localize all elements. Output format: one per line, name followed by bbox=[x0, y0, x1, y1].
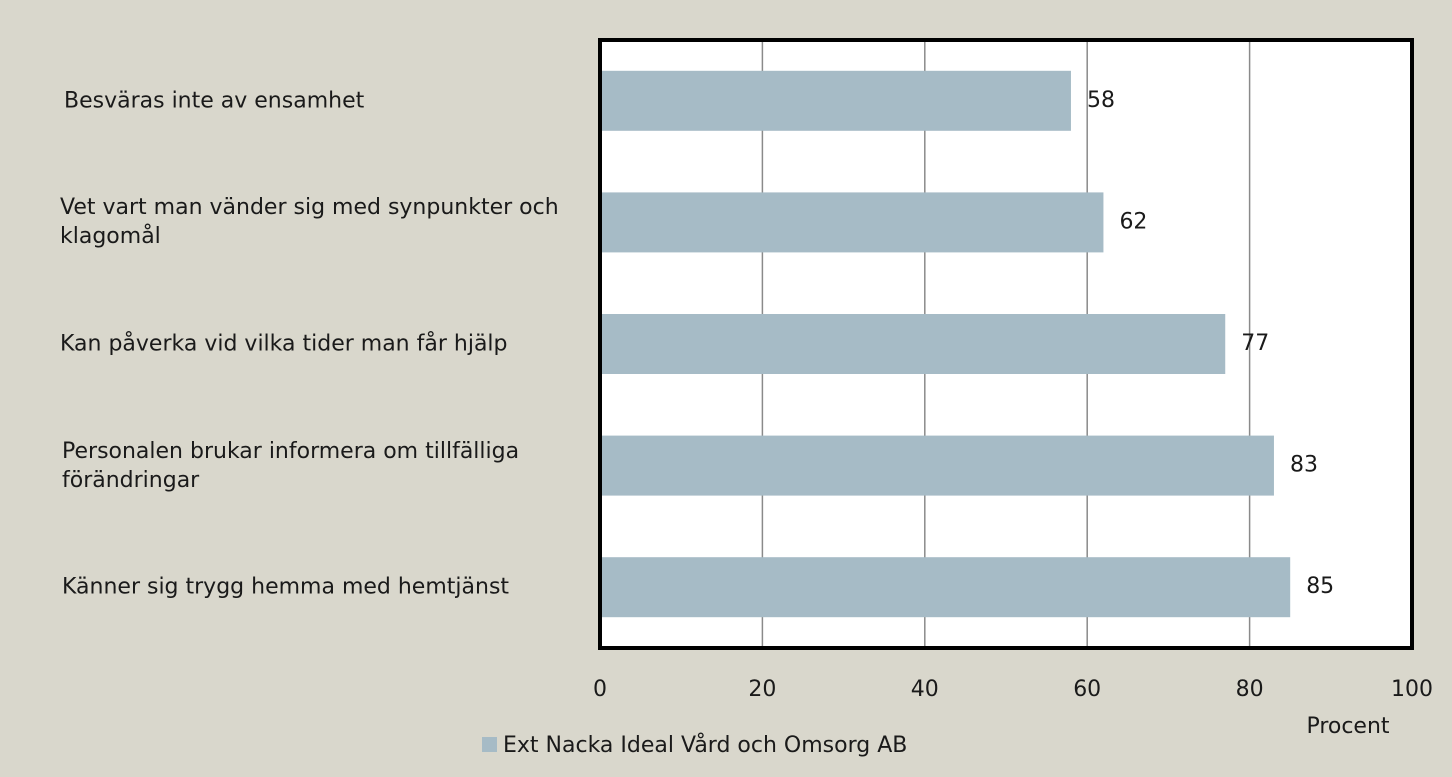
bar bbox=[600, 557, 1291, 618]
legend-swatch bbox=[482, 737, 497, 752]
category-label: Vet vart man vänder sig med synpunkter o… bbox=[60, 195, 559, 250]
x-tick-label: 40 bbox=[911, 677, 939, 702]
x-tick-label: 60 bbox=[1073, 677, 1101, 702]
value-label: 83 bbox=[1290, 453, 1318, 478]
value-label: 58 bbox=[1087, 88, 1115, 113]
x-axis-label: Procent bbox=[1306, 714, 1389, 739]
category-label: Personalen brukar informera om tillfälli… bbox=[62, 438, 520, 493]
bar bbox=[600, 435, 1274, 496]
plot-frame bbox=[598, 38, 1414, 650]
legend-label: Ext Nacka Ideal Vård och Omsorg AB bbox=[503, 732, 907, 758]
category-label: Känner sig trygg hemma med hemtjänst bbox=[62, 574, 510, 600]
x-tick-label: 20 bbox=[748, 677, 776, 702]
bar bbox=[600, 192, 1104, 253]
value-label: 85 bbox=[1306, 574, 1334, 599]
value-label: 62 bbox=[1119, 209, 1147, 234]
x-tick-label: 0 bbox=[593, 677, 607, 702]
bar bbox=[600, 314, 1226, 374]
value-label: 77 bbox=[1241, 331, 1269, 356]
category-label: Kan påverka vid vilka tider man får hjäl… bbox=[60, 331, 508, 357]
x-tick-label: 80 bbox=[1236, 677, 1264, 702]
bar bbox=[600, 70, 1071, 131]
x-tick-label: 100 bbox=[1391, 677, 1433, 702]
category-label: Besväras inte av ensamhet bbox=[64, 88, 365, 114]
